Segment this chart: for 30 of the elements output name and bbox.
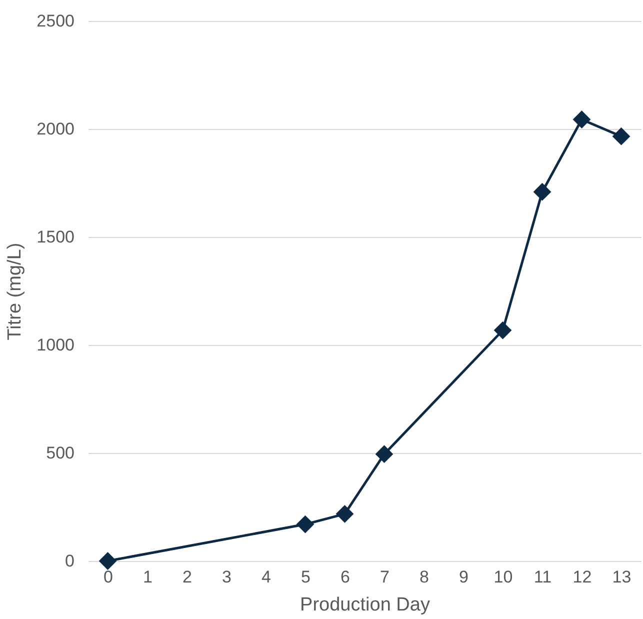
x-tick-label: 5 (301, 568, 310, 586)
x-tick-label: 7 (380, 568, 390, 586)
point (572, 110, 591, 128)
point (336, 504, 354, 523)
y-tick-label: 2500 (36, 12, 74, 30)
x-tick-label: 9 (459, 568, 468, 586)
x-axis-title: Production Day (300, 594, 430, 616)
point (375, 445, 394, 464)
x-tick-label: 8 (420, 568, 429, 586)
x-tick-label: 10 (494, 568, 513, 586)
point (494, 321, 512, 340)
y-tick-label: 1500 (36, 228, 74, 246)
x-tick-label: 4 (262, 568, 271, 586)
x-tick-label: 2 (182, 568, 192, 586)
x-tick-label: 3 (222, 568, 232, 586)
x-tick-label: 0 (104, 568, 113, 586)
point (533, 182, 552, 201)
x-tick-label: 13 (612, 568, 632, 586)
point (612, 127, 630, 146)
x-tick-label: 11 (534, 568, 552, 586)
y-tick-label: 2000 (36, 120, 74, 138)
x-tick-label: 1 (143, 568, 152, 586)
x-tick-label: 6 (340, 568, 350, 586)
y-tick-label: 500 (46, 444, 74, 462)
point (98, 552, 117, 570)
y-tick-label: 1000 (36, 336, 74, 354)
y-axis-title: Titre (mg/L) (4, 242, 26, 340)
x-tick-label: 12 (572, 568, 592, 586)
point (296, 515, 314, 534)
y-tick-label: 0 (65, 552, 74, 570)
